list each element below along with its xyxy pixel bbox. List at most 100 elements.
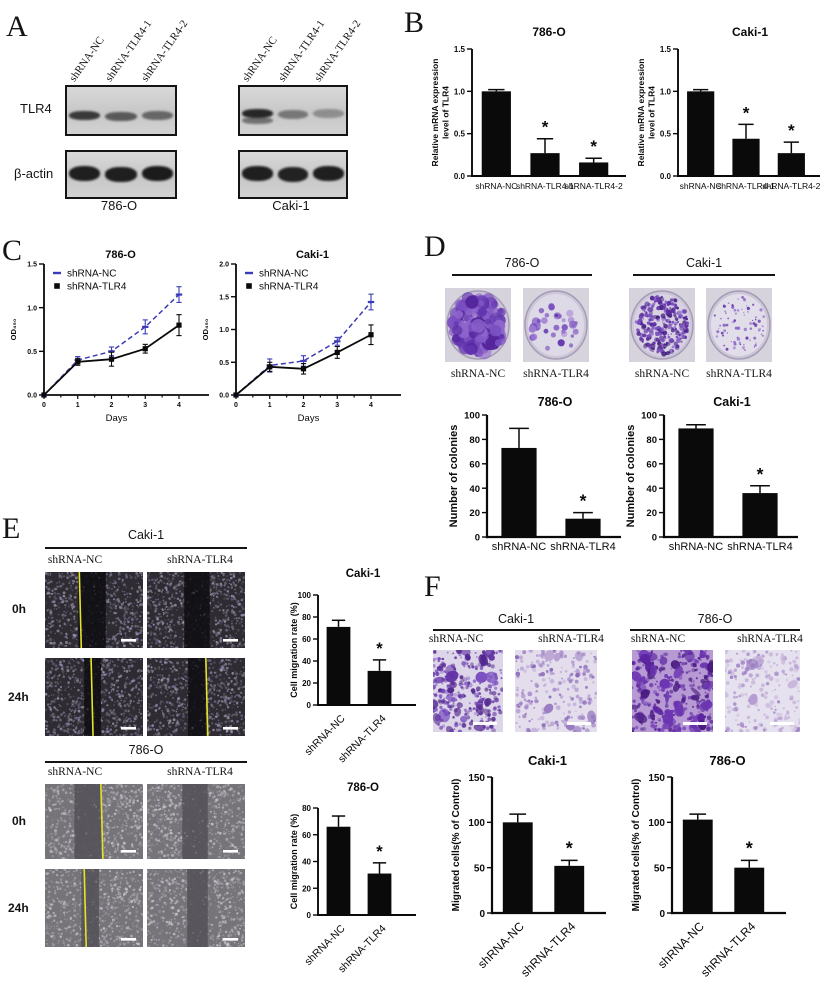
svg-text:Relative mRNA expression: Relative mRNA expression xyxy=(430,59,440,167)
heading-underline xyxy=(630,629,800,631)
svg-text:shRNA-NC: shRNA-NC xyxy=(680,181,722,191)
wound-image-caki1-nc-0h xyxy=(45,572,143,648)
svg-text:0.5: 0.5 xyxy=(660,130,672,139)
panel-a-label: A xyxy=(6,10,28,44)
western-blot-caki1-actin xyxy=(238,150,348,199)
svg-text:shRNA-TLR4: shRNA-TLR4 xyxy=(727,541,792,553)
svg-text:*: * xyxy=(580,491,587,511)
svg-text:0: 0 xyxy=(234,402,238,409)
transwell-image-786o-tlr4 xyxy=(725,650,800,732)
svg-text:1.0: 1.0 xyxy=(27,305,37,312)
western-blot-caki1-tlr4 xyxy=(238,85,348,136)
transwell-col-label-shrna-nc: shRNA-NC xyxy=(421,633,491,645)
svg-text:1.0: 1.0 xyxy=(660,87,672,96)
svg-text:786-O: 786-O xyxy=(105,249,136,261)
wound-image-786o-nc-24h xyxy=(45,869,143,947)
svg-text:shRNA-NC: shRNA-NC xyxy=(475,181,517,191)
wound-section-heading-786o: 786-O xyxy=(76,743,216,757)
svg-text:0.5: 0.5 xyxy=(454,130,466,139)
wound-row-label-24h: 24h xyxy=(8,901,29,915)
cell-line-label-caki1: Caki-1 xyxy=(238,198,344,213)
svg-text:0.5: 0.5 xyxy=(219,360,229,367)
heading-underline xyxy=(45,547,247,549)
wound-row-label-0h: 0h xyxy=(12,814,26,828)
svg-text:3: 3 xyxy=(335,402,339,409)
lane-label-shrna-nc: shRNA-NC xyxy=(240,35,280,84)
transwell-heading-786o: 786-O xyxy=(645,612,785,626)
panel-f-label: F xyxy=(424,570,441,604)
svg-text:OD₄₅₀: OD₄₅₀ xyxy=(201,319,210,341)
svg-text:786-O: 786-O xyxy=(532,25,565,39)
dish-label-shrna-nc: shRNA-NC xyxy=(621,368,703,380)
svg-text:Relative mRNA expression: Relative mRNA expression xyxy=(636,59,646,167)
svg-text:*: * xyxy=(757,464,764,484)
svg-text:1: 1 xyxy=(268,402,272,409)
svg-text:OD₄₅₀: OD₄₅₀ xyxy=(9,319,18,341)
svg-text:1.0: 1.0 xyxy=(454,87,466,96)
panel-d-label: D xyxy=(424,230,446,264)
svg-text:100: 100 xyxy=(641,411,657,422)
svg-text:Days: Days xyxy=(298,413,320,424)
svg-text:40: 40 xyxy=(469,484,480,495)
svg-text:786-O: 786-O xyxy=(538,395,573,409)
wound-row-label-0h: 0h xyxy=(12,602,26,616)
colony-dish-caki1-shrna-nc xyxy=(629,288,695,362)
svg-text:0.0: 0.0 xyxy=(27,393,37,400)
heading-underline xyxy=(452,274,592,276)
svg-text:Caki-1: Caki-1 xyxy=(732,25,768,39)
western-blot-786o-tlr4 xyxy=(65,85,177,136)
svg-text:shRNA-TLR4: shRNA-TLR4 xyxy=(550,541,615,553)
wound-col-label-shrna-nc: shRNA-NC xyxy=(40,766,110,778)
svg-text:0: 0 xyxy=(475,533,480,544)
svg-text:1: 1 xyxy=(76,402,80,409)
transwell-col-label-shrna-nc: shRNA-NC xyxy=(623,633,693,645)
svg-text:40: 40 xyxy=(646,484,657,495)
svg-text:20: 20 xyxy=(646,508,657,519)
protein-row-label-tlr4: TLR4 xyxy=(20,101,52,116)
svg-text:*: * xyxy=(590,137,597,156)
svg-text:100: 100 xyxy=(464,411,480,422)
svg-text:60: 60 xyxy=(646,459,657,470)
svg-text:2: 2 xyxy=(110,402,114,409)
svg-text:shRNA-TLR4-2: shRNA-TLR4-2 xyxy=(762,181,820,191)
transwell-image-caki1-tlr4 xyxy=(515,650,597,732)
wound-image-caki1-tlr4-24h xyxy=(147,658,245,736)
wound-image-caki1-nc-24h xyxy=(45,658,143,736)
svg-text:shRNA-NC: shRNA-NC xyxy=(492,541,546,553)
svg-text:*: * xyxy=(788,121,795,140)
heading-underline xyxy=(45,761,247,763)
svg-text:60: 60 xyxy=(469,459,480,470)
dish-label-shrna-tlr4: shRNA-TLR4 xyxy=(698,368,780,380)
svg-text:shRNA-TLR4: shRNA-TLR4 xyxy=(259,282,319,293)
svg-text:0.5: 0.5 xyxy=(27,349,37,356)
wound-col-label-shrna-nc: shRNA-NC xyxy=(40,554,110,566)
wound-section-heading-caki1: Caki-1 xyxy=(76,528,216,542)
western-blot-786o-actin xyxy=(65,150,177,199)
lane-label-shrna-nc: shRNA-NC xyxy=(67,35,107,84)
svg-text:80: 80 xyxy=(469,435,480,446)
svg-text:4: 4 xyxy=(369,402,373,409)
panel-b-label: B xyxy=(404,6,424,40)
svg-text:*: * xyxy=(743,103,750,122)
svg-text:2.0: 2.0 xyxy=(219,262,229,269)
svg-text:shRNA-NC: shRNA-NC xyxy=(259,269,308,280)
cell-line-label-786o: 786-O xyxy=(65,198,173,213)
svg-text:Days: Days xyxy=(106,413,128,424)
svg-text:1.0: 1.0 xyxy=(219,327,229,334)
svg-text:Caki-1: Caki-1 xyxy=(296,249,329,261)
wound-col-label-shrna-tlr4: shRNA-TLR4 xyxy=(165,766,235,778)
svg-text:2: 2 xyxy=(302,402,306,409)
transwell-col-label-shrna-tlr4: shRNA-TLR4 xyxy=(735,633,805,645)
colony-dish-786o-shrna-tlr4 xyxy=(523,288,589,362)
svg-text:20: 20 xyxy=(469,508,480,519)
heading-underline xyxy=(633,274,775,276)
svg-text:shRNA-TLR4-2: shRNA-TLR4-2 xyxy=(565,181,623,191)
transwell-heading-caki1: Caki-1 xyxy=(446,612,586,626)
svg-text:1.5: 1.5 xyxy=(454,45,466,54)
